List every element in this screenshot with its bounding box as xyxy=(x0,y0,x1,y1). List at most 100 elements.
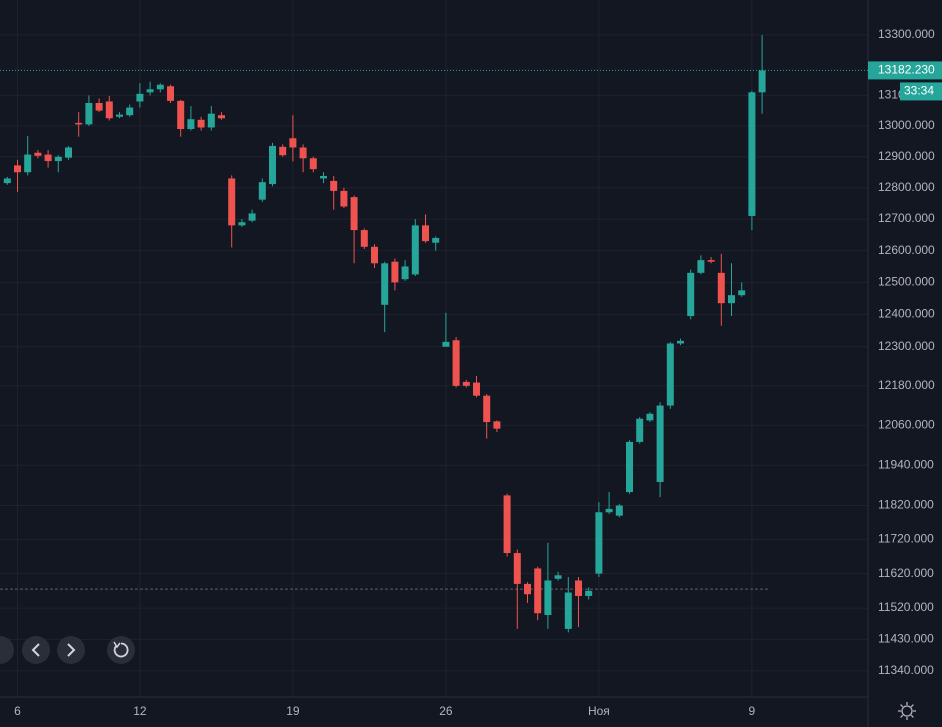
candle-body xyxy=(381,263,389,305)
candle-body xyxy=(656,405,664,482)
candle-body xyxy=(483,395,491,423)
candle-body xyxy=(687,272,695,317)
candle-body xyxy=(707,260,715,262)
right-arrow-icon xyxy=(67,643,76,657)
candle-body xyxy=(136,93,144,102)
settings-icon-rays xyxy=(898,702,916,720)
candle-body xyxy=(248,213,256,221)
candle-body xyxy=(677,340,684,344)
x-tick-label: Ноя xyxy=(588,704,610,718)
y-tick-label: 12700.000 xyxy=(878,211,935,225)
candle-body xyxy=(44,154,52,162)
candle-body xyxy=(462,381,470,386)
y-tick-label: 11430.000 xyxy=(878,632,934,646)
scroll-right-button[interactable] xyxy=(57,636,85,664)
y-tick-label: 12900.000 xyxy=(878,149,935,163)
candle-body xyxy=(116,114,123,117)
candle-body xyxy=(167,86,174,101)
y-tick-label: 12800.000 xyxy=(878,180,935,194)
candle-body xyxy=(146,89,154,93)
candle-body xyxy=(187,119,195,130)
candle-body xyxy=(503,495,511,554)
x-tick-label: 19 xyxy=(286,704,300,718)
nav-buttons xyxy=(0,636,135,664)
candle-body xyxy=(493,421,501,429)
last-price-label: 13182.230 xyxy=(878,63,935,77)
candle-body xyxy=(615,505,623,516)
y-tick-label: 11340.000 xyxy=(878,663,934,677)
countdown-badge xyxy=(900,82,942,101)
candle-body xyxy=(299,147,307,159)
candle-body xyxy=(391,261,399,283)
reset-icon xyxy=(113,642,129,658)
candle-body xyxy=(524,583,531,595)
y-tick-label: 12300.000 xyxy=(878,339,935,353)
candle-body xyxy=(34,152,42,156)
grid xyxy=(0,0,868,697)
nav-button[interactable] xyxy=(0,636,14,664)
candle-body xyxy=(126,107,134,116)
candle-body xyxy=(258,182,266,200)
candle-body xyxy=(564,592,572,629)
reset-icon-arrow xyxy=(113,641,121,649)
candle-body xyxy=(534,568,542,614)
candle-body xyxy=(738,290,746,296)
x-tick-label: 6 xyxy=(14,704,21,718)
axes: 13300.00013100.00013000.00012900.0001280… xyxy=(0,27,942,718)
candle-body xyxy=(85,102,93,125)
candle-body xyxy=(360,230,368,247)
candle-body xyxy=(279,146,287,156)
candle-body xyxy=(177,100,185,130)
settings-button[interactable] xyxy=(898,702,916,720)
y-tick-label: 11520.000 xyxy=(878,600,934,614)
candle-body xyxy=(238,222,246,226)
candle-body xyxy=(513,553,521,584)
y-tick-label: 11720.000 xyxy=(878,532,934,546)
y-tick-label: 13300.000 xyxy=(878,27,935,41)
candle-body xyxy=(371,246,378,264)
left-arrow-icon xyxy=(31,643,40,657)
candle-body xyxy=(24,154,32,173)
candle-body xyxy=(442,341,450,347)
candle-body xyxy=(575,580,582,596)
x-tick-label: 9 xyxy=(749,704,756,718)
candle-body xyxy=(401,266,409,280)
candle-body xyxy=(330,180,338,191)
y-tick-label: 11820.000 xyxy=(878,498,934,512)
candle-body xyxy=(320,175,327,179)
candle-body xyxy=(422,225,429,242)
candle-body xyxy=(554,575,562,579)
last-price-badge xyxy=(868,61,942,80)
candle-body xyxy=(289,138,297,148)
candle-body xyxy=(728,295,735,304)
candle-body xyxy=(452,340,460,386)
y-tick-label: 11620.000 xyxy=(878,566,934,580)
candle-body xyxy=(228,178,236,226)
countdown-label: 33:34 xyxy=(904,84,934,98)
candle-body xyxy=(666,343,674,406)
candle-body xyxy=(595,512,603,574)
candle-body xyxy=(585,590,593,596)
settings-icon xyxy=(901,705,913,717)
candles xyxy=(3,34,766,633)
y-tick-label: 12400.000 xyxy=(878,307,935,321)
reset-button[interactable] xyxy=(107,636,135,664)
x-tick-label: 12 xyxy=(133,704,147,718)
candle-body xyxy=(350,197,358,231)
candle-body xyxy=(697,260,705,273)
candle-body xyxy=(95,102,103,111)
candle-body xyxy=(218,115,225,119)
candle-body xyxy=(14,165,21,173)
scroll-left-button[interactable] xyxy=(22,636,50,664)
candle-body xyxy=(269,145,276,185)
candle-body xyxy=(646,413,654,421)
candle-body xyxy=(75,122,83,125)
y-tick-label: 13000.000 xyxy=(878,118,935,132)
candle-body xyxy=(432,237,440,243)
candle-body xyxy=(636,418,644,442)
candle-body xyxy=(544,580,552,615)
candle-body xyxy=(473,382,480,396)
candle-body xyxy=(156,84,164,90)
